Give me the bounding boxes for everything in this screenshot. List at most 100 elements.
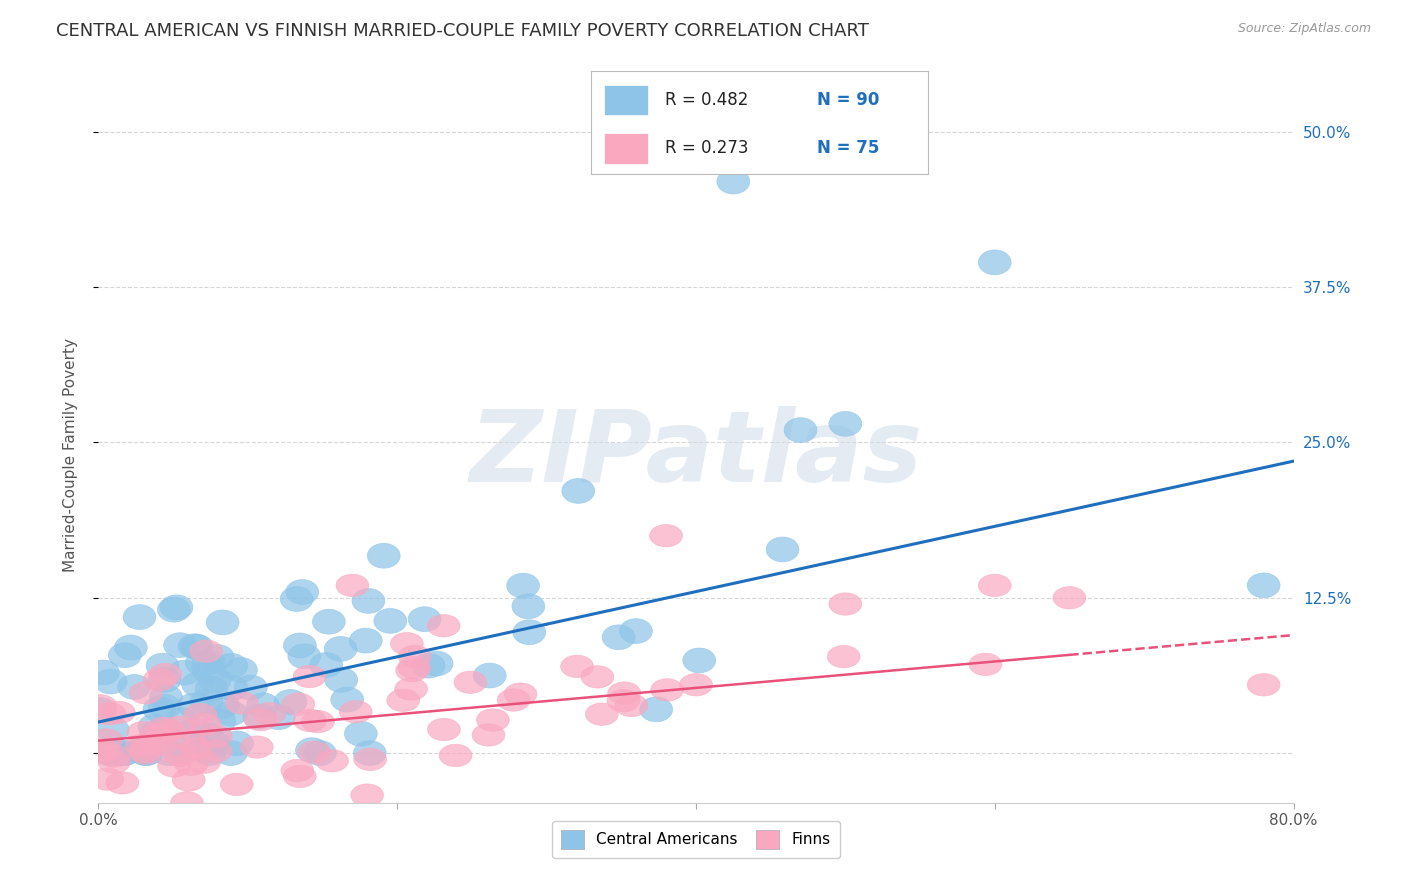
Ellipse shape [614,694,648,716]
Ellipse shape [179,634,211,658]
Ellipse shape [395,678,427,700]
Ellipse shape [235,675,267,700]
Ellipse shape [146,653,179,678]
Ellipse shape [157,755,190,777]
Ellipse shape [1247,573,1279,598]
Text: CENTRAL AMERICAN VS FINNISH MARRIED-COUPLE FAMILY POVERTY CORRELATION CHART: CENTRAL AMERICAN VS FINNISH MARRIED-COUP… [56,22,869,40]
Ellipse shape [143,668,176,691]
Ellipse shape [177,693,211,718]
Ellipse shape [170,791,204,814]
Ellipse shape [97,745,131,767]
Ellipse shape [439,744,472,766]
Ellipse shape [86,739,120,762]
Ellipse shape [325,637,357,661]
Ellipse shape [215,740,247,765]
Ellipse shape [207,693,239,718]
Ellipse shape [298,741,330,764]
Ellipse shape [127,722,160,744]
Ellipse shape [312,609,346,634]
Ellipse shape [412,653,446,678]
Ellipse shape [114,635,148,660]
Ellipse shape [91,740,125,765]
Ellipse shape [285,580,319,605]
Ellipse shape [129,681,162,704]
Ellipse shape [387,690,419,712]
FancyBboxPatch shape [605,85,648,115]
Ellipse shape [284,633,316,658]
Ellipse shape [246,693,280,718]
Ellipse shape [336,574,368,597]
Ellipse shape [607,690,640,712]
Ellipse shape [84,695,117,717]
Ellipse shape [408,607,441,632]
Ellipse shape [173,730,205,752]
Ellipse shape [215,675,247,700]
Ellipse shape [602,625,636,649]
Ellipse shape [143,697,176,722]
Ellipse shape [427,718,460,740]
Ellipse shape [830,593,862,615]
Ellipse shape [427,615,460,637]
Legend: Central Americans, Finns: Central Americans, Finns [553,821,839,858]
Ellipse shape [108,643,141,667]
Ellipse shape [215,701,247,726]
Ellipse shape [395,659,429,681]
Ellipse shape [107,740,141,765]
Ellipse shape [979,574,1011,597]
Ellipse shape [288,644,321,669]
Ellipse shape [374,608,406,633]
Ellipse shape [96,717,129,742]
Ellipse shape [562,478,595,503]
Ellipse shape [513,620,546,645]
Ellipse shape [138,714,172,739]
Ellipse shape [125,738,157,763]
Ellipse shape [295,738,329,763]
Ellipse shape [309,653,343,677]
Ellipse shape [194,740,226,765]
Ellipse shape [108,740,141,765]
Ellipse shape [118,674,150,699]
Ellipse shape [325,667,357,692]
Ellipse shape [215,654,247,678]
Ellipse shape [679,673,713,696]
Ellipse shape [94,669,127,694]
Ellipse shape [225,692,259,714]
Ellipse shape [201,645,233,670]
Ellipse shape [149,685,183,709]
Ellipse shape [245,708,277,731]
Text: Source: ZipAtlas.com: Source: ZipAtlas.com [1237,22,1371,36]
Ellipse shape [200,740,232,763]
Ellipse shape [650,524,682,547]
Ellipse shape [83,698,117,723]
Ellipse shape [585,703,619,725]
Ellipse shape [100,740,132,765]
Ellipse shape [200,725,232,747]
Ellipse shape [330,687,364,712]
Ellipse shape [640,697,672,722]
Ellipse shape [225,657,257,682]
Ellipse shape [827,646,860,668]
Text: N = 75: N = 75 [817,139,879,157]
Ellipse shape [129,740,163,765]
Ellipse shape [420,651,453,676]
Ellipse shape [315,749,349,772]
Ellipse shape [148,717,180,739]
Ellipse shape [93,703,127,725]
Ellipse shape [188,739,221,764]
Ellipse shape [607,682,641,705]
Ellipse shape [353,740,387,765]
Ellipse shape [129,740,162,765]
Ellipse shape [179,718,211,743]
Ellipse shape [167,660,201,685]
Ellipse shape [766,537,799,562]
Ellipse shape [188,751,221,773]
Ellipse shape [145,733,179,756]
Ellipse shape [683,648,716,673]
Ellipse shape [263,705,295,730]
Ellipse shape [344,722,377,746]
Ellipse shape [454,671,486,693]
Ellipse shape [969,653,1002,675]
Ellipse shape [87,660,120,685]
Ellipse shape [190,640,222,662]
Ellipse shape [129,739,162,762]
